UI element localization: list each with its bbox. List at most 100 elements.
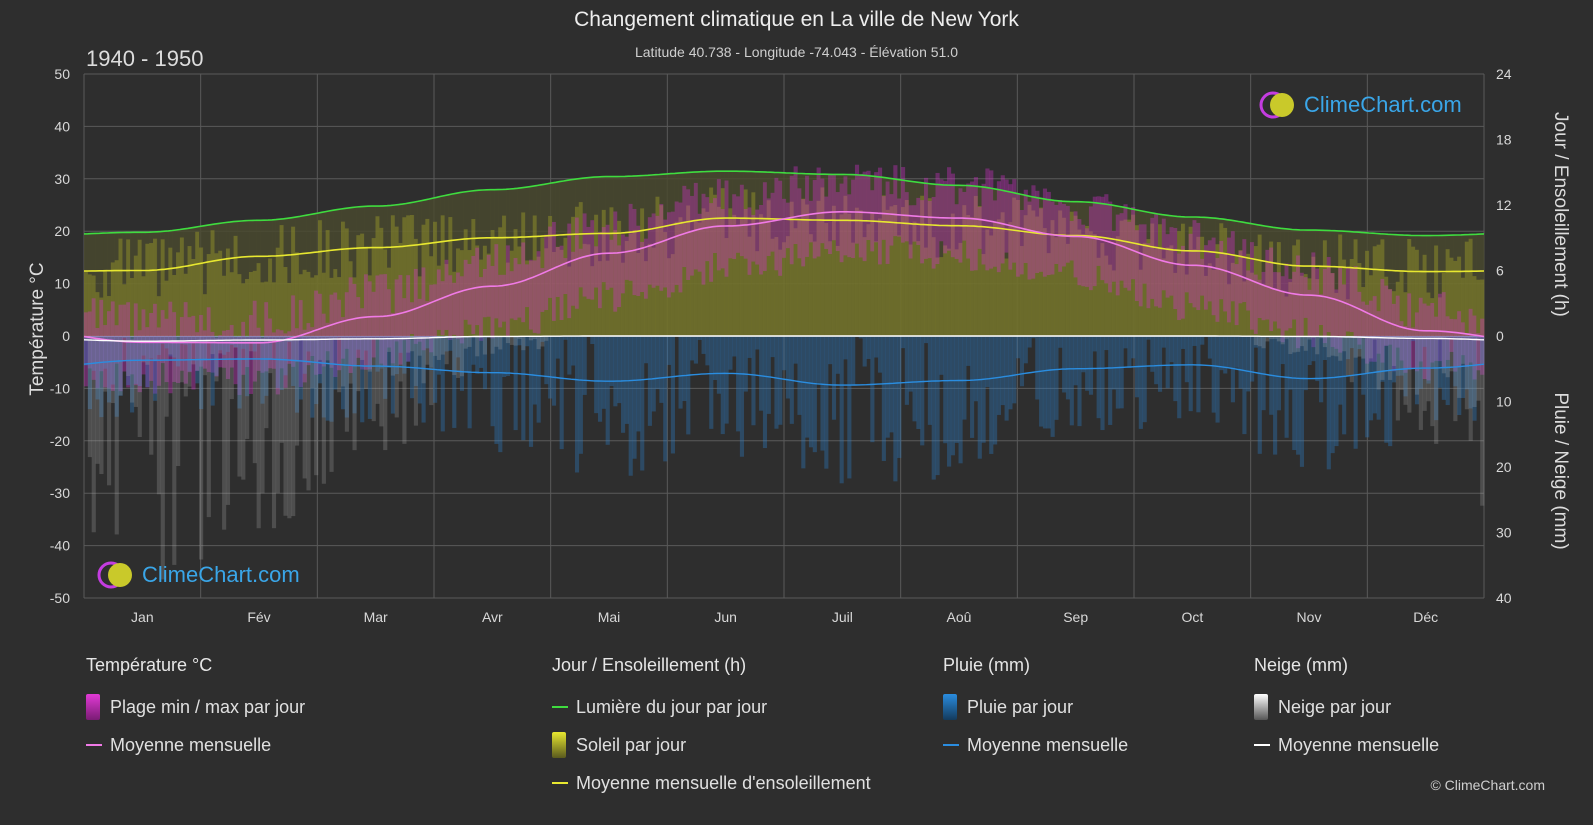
rain-bar xyxy=(1069,336,1074,426)
temp-range-bar xyxy=(1173,227,1178,310)
sunshine-bar xyxy=(1288,282,1293,336)
sunshine-bar xyxy=(851,242,856,336)
temp-range-bar xyxy=(555,247,560,297)
rain-bar xyxy=(943,336,948,444)
sunshine-bar xyxy=(1192,249,1197,336)
temp-range-bar xyxy=(225,330,231,379)
sunshine-bar xyxy=(268,258,273,336)
temp-range-bar xyxy=(153,303,158,394)
sunshine-bar xyxy=(1085,225,1090,336)
sunshine-bar xyxy=(413,238,418,336)
sunshine-bar xyxy=(371,238,376,336)
sunshine-bar xyxy=(659,205,664,336)
sunshine-bar xyxy=(525,260,530,336)
rain-bar xyxy=(644,336,649,364)
temp-range-bar xyxy=(1192,220,1197,308)
rain-bar xyxy=(84,336,89,366)
rain-bar xyxy=(624,336,629,424)
sunshine-bar xyxy=(302,269,307,336)
rain-bar xyxy=(1445,336,1450,406)
rain-bar xyxy=(467,336,472,429)
rain-bar xyxy=(947,336,952,467)
rain-bar xyxy=(686,336,691,435)
temp-range-bar xyxy=(1334,289,1339,349)
sunshine-bar xyxy=(118,238,123,336)
rain-bar xyxy=(490,336,495,427)
rain-bar xyxy=(145,336,150,388)
temp-range-bar xyxy=(310,327,315,357)
snow-bar xyxy=(314,336,319,476)
temp-range-bar xyxy=(291,295,296,367)
daylight-bar xyxy=(314,213,319,336)
snow-bar xyxy=(1342,336,1347,352)
temp-range-bar xyxy=(724,180,729,277)
temp-range-bar xyxy=(877,167,883,265)
temp-range-bar xyxy=(801,199,806,267)
rain-bar xyxy=(751,336,756,426)
temp-range-bar xyxy=(966,183,971,259)
temp-range-bar xyxy=(1342,284,1347,337)
climate-chart: 50 40 30 20 10 0 -10 -20 -30 -40 -50 24 18 12 6 0 10 20 30… xyxy=(50,66,1512,625)
rain-bar xyxy=(1092,336,1097,352)
snow-bar xyxy=(1315,336,1320,355)
rain-bar xyxy=(1345,336,1351,360)
temp-range-bar xyxy=(770,192,775,252)
temp-range-bar xyxy=(739,184,745,257)
daylight-bar xyxy=(310,214,315,336)
rain-bar xyxy=(99,336,104,418)
logo-top[interactable]: ClimeChart.com xyxy=(1258,88,1462,122)
sunshine-bar xyxy=(1023,215,1028,336)
temp-range-bar xyxy=(1215,258,1220,322)
sunshine-bar xyxy=(245,279,250,336)
daylight-bar xyxy=(1273,227,1278,336)
temp-range-bar xyxy=(1211,237,1216,316)
sunshine-bar xyxy=(1380,239,1385,336)
sunshine-bar xyxy=(854,207,860,336)
temp-range-bar xyxy=(659,204,664,291)
left-tick-label: -10 xyxy=(50,380,70,396)
sunshine-bar xyxy=(294,252,300,336)
daylight-bar xyxy=(567,180,572,336)
rain-bar xyxy=(1342,336,1347,435)
sunshine-bar xyxy=(1322,240,1328,336)
temp-range-bar xyxy=(1207,240,1212,302)
rain-bar xyxy=(275,336,280,389)
snow-bar xyxy=(402,336,407,444)
logo-bottom[interactable]: ClimeChart.com xyxy=(96,558,300,592)
temp-range-bar xyxy=(237,336,242,395)
snow-bar xyxy=(298,336,303,340)
temp-range-bar xyxy=(778,180,783,276)
sunshine-bar xyxy=(716,206,722,336)
temp-range-bar xyxy=(747,207,752,275)
snow-bar xyxy=(1353,336,1358,358)
sunshine-bar xyxy=(502,215,507,336)
sunshine-bar xyxy=(544,248,549,336)
temp-range-bar xyxy=(348,277,353,373)
sun-mean-swatch xyxy=(552,782,568,784)
sunshine-bar xyxy=(264,281,269,336)
sunshine-bar xyxy=(1372,246,1377,336)
rain-bar xyxy=(885,336,890,438)
rain-bar xyxy=(176,336,181,367)
snow-bar xyxy=(1472,336,1477,408)
rain-bar xyxy=(1464,336,1469,390)
sunshine-bar xyxy=(367,275,372,336)
sunshine-bar xyxy=(574,206,580,336)
snow-bar xyxy=(1253,336,1258,346)
rain-bar xyxy=(1361,336,1366,395)
snow-bar xyxy=(91,336,96,533)
sunshine-bar xyxy=(482,245,488,336)
rain-bar xyxy=(958,336,963,464)
right-top-tick-label: 0 xyxy=(1496,328,1504,344)
sunshine-bar xyxy=(1115,236,1120,336)
rain-bar xyxy=(314,336,319,404)
rain-bar xyxy=(701,336,706,354)
sunshine-bar xyxy=(1134,225,1140,336)
rain-bar xyxy=(1246,336,1251,392)
sunshine-bar xyxy=(1169,245,1174,336)
rain-bar xyxy=(502,336,507,378)
sunshine-bar xyxy=(835,245,840,336)
rain-bar xyxy=(747,336,752,358)
rain-bar xyxy=(1276,336,1282,411)
rain-bar xyxy=(594,336,599,414)
